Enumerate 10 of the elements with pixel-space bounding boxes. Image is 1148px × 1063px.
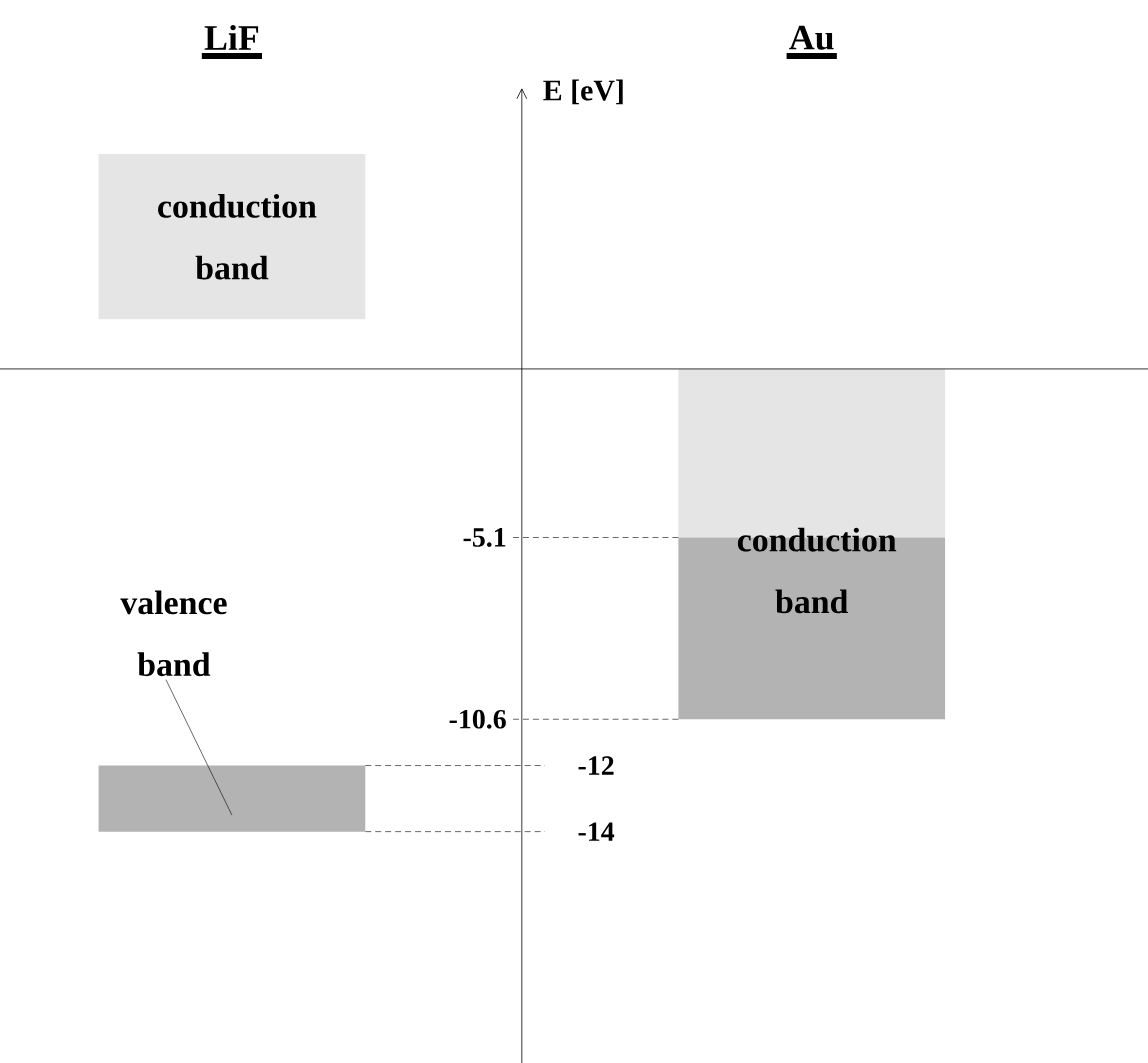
ref-line-label: -5.1: [463, 528, 506, 547]
y-axis-title: E [eV]: [543, 79, 623, 105]
x-tick-label: LiF: [204, 24, 259, 50]
ref-line-label: -10.6: [449, 709, 506, 729]
ref-line-label: -12: [578, 756, 614, 775]
annotation: conduction band: [737, 527, 897, 614]
annotation: conduction band: [158, 193, 317, 280]
annotation: valence band: [120, 590, 227, 677]
ref-line-label: -14: [578, 822, 615, 841]
x-tick-label: Au: [789, 25, 834, 50]
